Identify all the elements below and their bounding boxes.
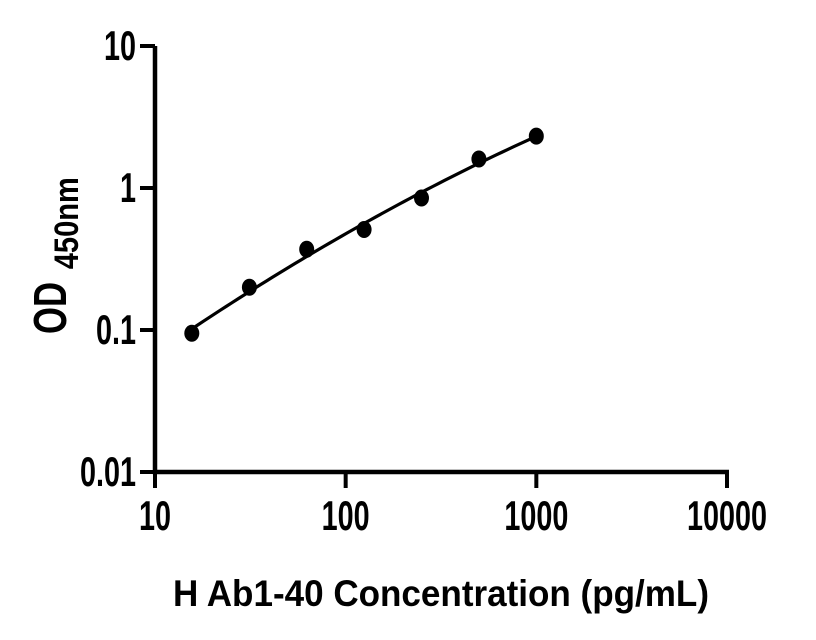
axis-spines xyxy=(152,46,729,475)
y-axis-tick-label: 0.1 xyxy=(96,306,136,353)
data-point-marker xyxy=(184,324,200,342)
data-point-marker xyxy=(471,150,487,168)
x-axis-tick-label: 100 xyxy=(322,492,370,539)
data-point-marker xyxy=(299,240,315,258)
data-point-marker xyxy=(414,189,429,207)
y-axis-tick-label: 1 xyxy=(120,164,136,211)
y-axis-title-subscript: 450nm xyxy=(48,177,86,269)
x-axis-tick-label: 1000 xyxy=(504,492,568,539)
x-axis-tick-label: 10 xyxy=(139,492,171,539)
x-axis-tick-label: 10000 xyxy=(687,492,767,539)
data-point-marker xyxy=(241,278,257,296)
data-point-marker xyxy=(528,127,544,145)
y-axis-title-main: OD xyxy=(24,282,76,334)
data-point-marker xyxy=(356,221,372,238)
plot-area: 10 100 1000 10000 10 1 0.1 0.01 xyxy=(80,22,767,539)
y-axis-title: OD 450nm xyxy=(24,177,86,334)
y-axis-tick-label: 10 xyxy=(104,22,136,69)
y-axis-tick-label: 0.01 xyxy=(80,448,136,495)
x-axis-title: H Ab1-40 Concentration (pg/mL) xyxy=(173,573,709,614)
